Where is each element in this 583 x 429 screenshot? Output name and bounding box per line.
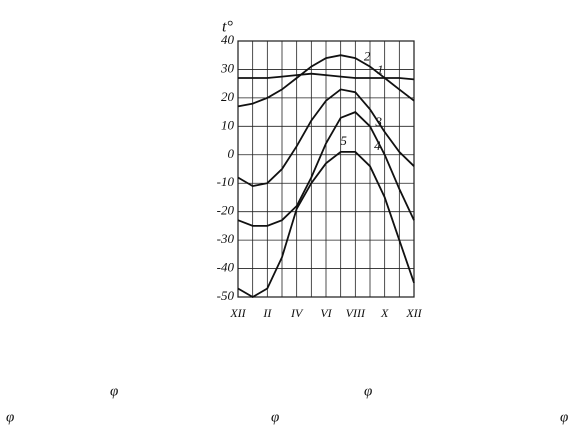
y-tick-label: 0 [228,146,235,161]
footnote: φ [6,409,14,425]
x-tick-label: IV [290,306,304,320]
footnote: φ [560,409,568,425]
x-tick-label: X [380,306,389,320]
y-axis-label: t° [222,19,233,36]
series-line [237,88,415,188]
series-line [237,111,415,227]
x-tick-label: VI [320,306,332,320]
footnote: φ [271,409,279,425]
y-tick-label: 40 [221,32,235,47]
series-label: 4 [374,138,381,153]
y-tick-label: 30 [220,60,235,75]
y-tick-label: -10 [217,174,235,189]
series-label: 1 [377,62,384,77]
footnote: φ [110,383,118,399]
series-line [237,151,415,299]
series-label: 3 [375,114,383,129]
series-label: 2 [364,49,371,64]
series-label: 5 [340,133,347,148]
x-tick-label: VIII [346,306,366,320]
x-tick-label: XII [229,306,246,320]
y-tick-label: -50 [217,288,235,303]
y-tick-label: -30 [217,231,235,246]
y-tick-label: 20 [221,89,235,104]
y-tick-label: -40 [217,260,235,275]
x-tick-label: II [262,306,272,320]
x-tick-label: XII [405,306,422,320]
y-tick-label: 10 [221,117,235,132]
series-line [237,54,415,108]
y-tick-label: -20 [217,203,235,218]
footnote: φ [364,383,372,399]
